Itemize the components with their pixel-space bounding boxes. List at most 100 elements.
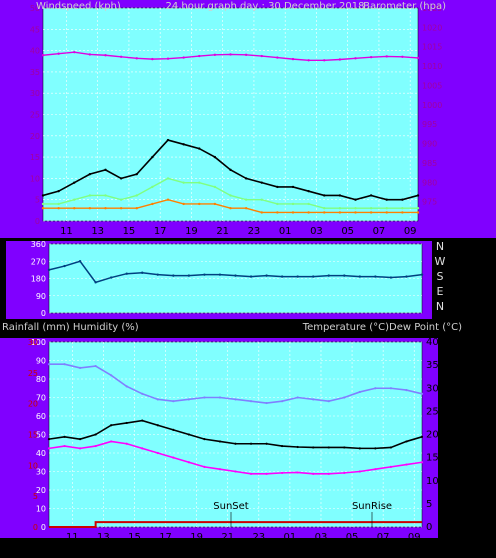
wind-series-group [41, 50, 420, 214]
temperature-point [420, 435, 424, 438]
x-tick-label: 11 [66, 532, 79, 543]
y-tick-label: 50 [36, 431, 46, 440]
rain-humidity-label: Rainfall (mm) Humidity (%) [2, 322, 139, 333]
dewpoint-point [78, 447, 82, 450]
compass-n: N [436, 240, 444, 253]
humidity-point [405, 389, 408, 392]
barometer-point [135, 57, 138, 60]
wind-tick-labels: 0510152025303540455097598098599099510001… [30, 4, 443, 237]
direction-point [265, 274, 268, 277]
y-right-tick-label: 15 [426, 453, 439, 464]
dewpoint-point [187, 461, 190, 464]
humidity-point [125, 385, 128, 388]
x-tick-label: 19 [185, 226, 198, 237]
direction-point [405, 275, 408, 278]
humidity-point [327, 400, 330, 403]
gust-point [135, 207, 138, 210]
windspeed-point [135, 172, 138, 176]
gust-point [369, 211, 373, 214]
windspeed-point [198, 147, 201, 150]
compass-s: S [437, 270, 444, 283]
direction-point [358, 275, 362, 278]
x-tick-label: 03 [310, 226, 323, 237]
y-tick-label: 60 [36, 412, 46, 421]
wind-average-point [88, 194, 92, 197]
x-tick-label: 21 [216, 226, 229, 237]
direction-point [280, 275, 284, 278]
rain-tick-label: 15 [28, 431, 38, 440]
wind-average-point [213, 185, 217, 189]
windspeed-label: Windspeed (kph) [36, 1, 121, 12]
wind-average-point [229, 194, 232, 197]
windspeed-point [307, 189, 310, 193]
humidity-point [281, 400, 284, 403]
direction-point [389, 276, 393, 279]
direction-point [374, 275, 377, 278]
temperature-dewpoint-label: Temperature (°C)Dew Point (°C) [302, 322, 462, 333]
rainfall-line [49, 521, 422, 528]
y-right-tick-label: 5 [426, 499, 432, 510]
wind-average-point [198, 181, 201, 184]
direction-point [234, 274, 237, 277]
barometer-point [354, 57, 357, 60]
barometer-point [88, 53, 92, 56]
direction-point [125, 272, 128, 275]
temperature-point [389, 446, 393, 449]
dewpoint-point [47, 447, 51, 450]
y-tick-label: 5 [35, 196, 40, 205]
gust-point [198, 202, 201, 206]
wind-average-point [276, 202, 279, 206]
x-tick-label: 01 [284, 532, 297, 543]
gust-point [416, 211, 420, 214]
sunset-label: SunSet [213, 501, 249, 512]
windspeed-point [213, 155, 217, 159]
x-tick-label: 05 [346, 532, 359, 543]
rain-tick-label: 5 [33, 492, 38, 501]
wind-average-point [166, 177, 170, 180]
dewpoint-point [110, 440, 113, 443]
windspeed-point [229, 168, 232, 172]
rain-tick-label: 30 [28, 338, 38, 347]
wind-average-point [41, 202, 45, 206]
barometer-point [57, 52, 60, 55]
y-tick-label: 40 [30, 47, 40, 56]
gust-point [41, 207, 45, 210]
humidity-point [234, 398, 237, 401]
gust-point [166, 198, 170, 201]
wind-average-point [369, 207, 373, 210]
dewpoint-point [218, 468, 222, 471]
temperature-point [172, 428, 175, 431]
dewpoint-point [234, 470, 237, 473]
direction-point [343, 274, 346, 277]
x-tick-label: 15 [123, 226, 136, 237]
temperature-point [203, 438, 206, 441]
dewpoint-point [141, 447, 144, 450]
wind-average-point [385, 207, 388, 210]
x-tick-label: 17 [154, 226, 167, 237]
graph-title: 24 hour graph day : 30 December 2018 [166, 1, 365, 12]
x-tick-label: 03 [315, 532, 328, 543]
wind-average-point [104, 194, 107, 197]
temperature-point [327, 446, 330, 449]
temperature-point [234, 442, 237, 445]
humidity-point [343, 396, 346, 399]
y-right-tick-label: 10 [426, 476, 439, 487]
wind-grid [43, 7, 418, 222]
direction-point [218, 273, 222, 276]
barometer-point [182, 56, 185, 59]
gust-point [73, 207, 76, 210]
wind-average-point [135, 194, 138, 197]
y-tick-label: 90 [36, 292, 46, 301]
barometer-point [369, 55, 373, 59]
y-right-tick-label: 0 [426, 522, 432, 533]
wind-average-point [57, 202, 60, 206]
y-tick-label: 10 [30, 174, 40, 183]
gust-point [182, 202, 185, 206]
direction-point [172, 274, 175, 277]
gust-point [385, 211, 388, 214]
gust-point [57, 207, 60, 210]
gust-point [213, 202, 217, 206]
dewpoint-point [343, 471, 346, 474]
direction-point [296, 275, 299, 278]
x-tick-label: 19 [190, 532, 203, 543]
